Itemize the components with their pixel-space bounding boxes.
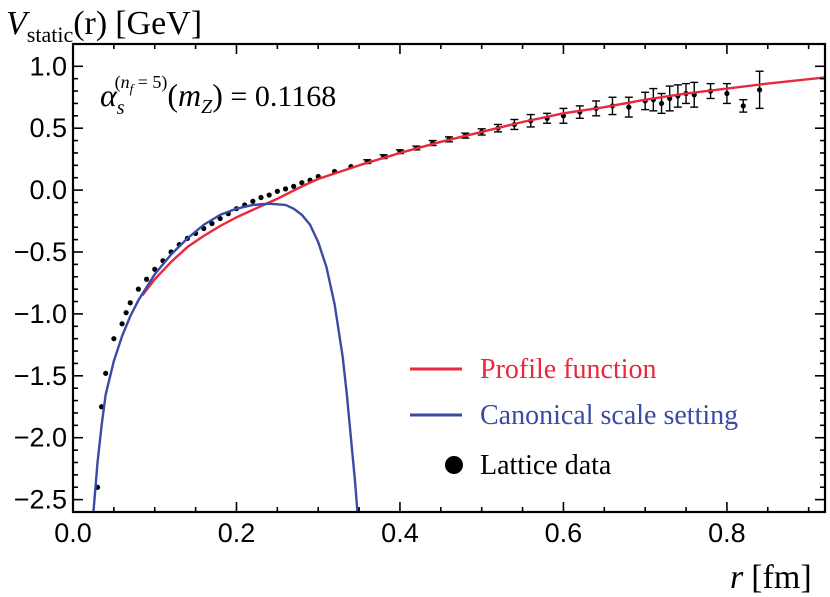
y-tick-label: −1.5 xyxy=(14,361,67,391)
lattice-data-point xyxy=(757,87,763,93)
lattice-data-point xyxy=(103,370,109,376)
legend-marker-lattice xyxy=(445,456,463,474)
y-tick-label: 0.0 xyxy=(29,175,67,205)
y-axis-title: Vstatic(r) [GeV] xyxy=(6,5,202,47)
lattice-data-point xyxy=(740,103,746,109)
lattice-data-point xyxy=(626,104,632,110)
x-axis-title: r [fm] xyxy=(730,559,812,596)
y-tick-label: −2.5 xyxy=(14,485,67,515)
y-tick-label: 1.0 xyxy=(29,51,67,81)
y-tick-label: −1.0 xyxy=(14,299,67,329)
lattice-data-point xyxy=(724,90,730,97)
lattice-data-point xyxy=(250,198,256,204)
lattice-data-point xyxy=(299,180,305,186)
lattice-data-point xyxy=(658,100,665,107)
lattice-data-point xyxy=(143,276,150,282)
legend-label-canonical: Canonical scale setting xyxy=(480,400,738,431)
lattice-data-point xyxy=(111,336,117,342)
plot-frame xyxy=(71,42,827,514)
lattice-data-point xyxy=(274,188,280,194)
x-tick-label: 0.6 xyxy=(545,518,583,548)
lattice-data-point xyxy=(258,194,264,201)
y-tick-label: −2.0 xyxy=(14,423,67,453)
alpha-s-annotation: αs(nf = 5)(mZ) = 0.1168 xyxy=(100,72,336,119)
lattice-data-point xyxy=(266,192,272,198)
x-tick-label: 0.2 xyxy=(218,518,256,548)
lattice-data-point xyxy=(135,286,141,292)
x-tick-label: 0.0 xyxy=(54,518,92,548)
lattice-data-point xyxy=(217,215,223,222)
lattice-data-point xyxy=(282,186,289,192)
lattice-data-point xyxy=(119,321,125,327)
lattice-data-point xyxy=(291,183,297,189)
y-tick-label: −0.5 xyxy=(14,237,67,267)
lattice-data-point xyxy=(127,300,133,306)
lattice-data-point xyxy=(152,266,158,272)
x-tick-label: 0.4 xyxy=(381,518,419,548)
legend-label-profile: Profile function xyxy=(480,354,657,385)
x-tick-label: 0.8 xyxy=(708,518,746,548)
canonical-scale-line xyxy=(92,202,359,512)
lattice-data-point xyxy=(209,220,215,227)
legend: Profile function Canonical scale setting… xyxy=(410,354,738,481)
legend-label-lattice: Lattice data xyxy=(480,450,612,481)
y-tick-label: 0.5 xyxy=(29,113,67,143)
profile-function-line xyxy=(141,76,825,297)
lattice-data-point xyxy=(123,310,129,316)
